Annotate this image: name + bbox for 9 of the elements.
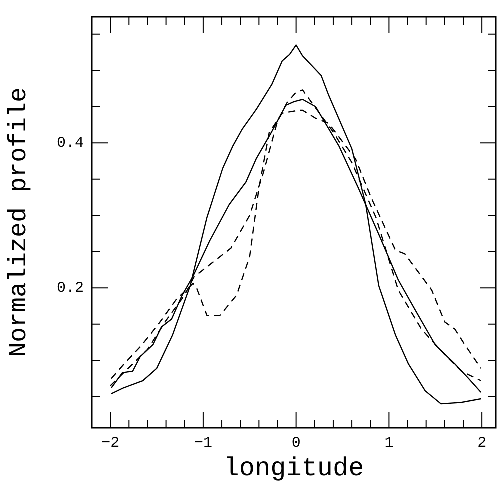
x-tick-label: −2 bbox=[102, 434, 120, 452]
y-axis-title: Normalized profile bbox=[4, 87, 34, 358]
x-tick-label: −1 bbox=[194, 434, 212, 452]
x-tick-label: 2 bbox=[478, 434, 487, 452]
x-tick-label: 0 bbox=[292, 434, 301, 452]
x-axis-title: longitude bbox=[224, 453, 364, 484]
x-tick-label: 1 bbox=[384, 434, 394, 452]
y-tick-label: 0.2 bbox=[56, 280, 84, 298]
y-tick-label: 0.4 bbox=[56, 135, 84, 152]
